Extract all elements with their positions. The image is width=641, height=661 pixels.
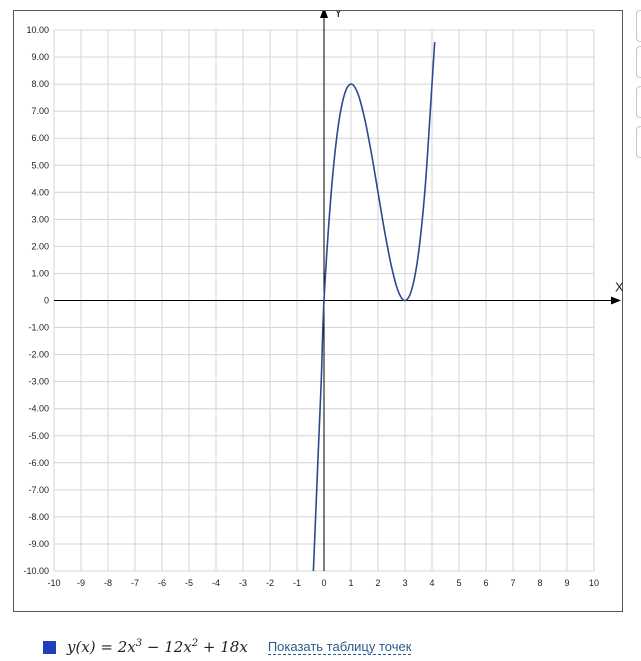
x-tick-label: 8 xyxy=(537,578,542,588)
y-tick-label: 5.00 xyxy=(31,160,49,170)
y-tick-label: 4.00 xyxy=(31,187,49,197)
x-tick-label: -2 xyxy=(266,578,274,588)
y-tick-label: -4.00 xyxy=(28,404,49,414)
x-tick-label: -7 xyxy=(131,578,139,588)
side-panel-tab-2[interactable] xyxy=(636,46,641,78)
y-axis-arrow xyxy=(320,11,328,18)
y-tick-label: -6.00 xyxy=(28,458,49,468)
side-panel-tab-1[interactable] xyxy=(636,10,641,42)
x-tick-label: -9 xyxy=(77,578,85,588)
x-tick-label: 1 xyxy=(348,578,353,588)
y-tick-label: -5.00 xyxy=(28,431,49,441)
y-tick-label: 3.00 xyxy=(31,214,49,224)
y-axis-label: Y xyxy=(334,11,343,20)
formula-middle: − 12x xyxy=(142,638,192,656)
x-tick-label: 6 xyxy=(483,578,488,588)
x-axis-label: X xyxy=(615,280,622,295)
x-tick-label: -4 xyxy=(212,578,220,588)
y-tick-label: -7.00 xyxy=(28,485,49,495)
x-tick-label: 10 xyxy=(589,578,599,588)
x-tick-label: 4 xyxy=(429,578,434,588)
formula-lhs: y(x) = 2x xyxy=(67,638,136,656)
x-tick-label: -10 xyxy=(47,578,60,588)
y-tick-label: 0 xyxy=(44,296,49,306)
formula-rhs: + 18x xyxy=(198,638,248,656)
x-tick-label: 9 xyxy=(564,578,569,588)
y-tick-label: -2.00 xyxy=(28,350,49,360)
x-tick-label: -5 xyxy=(185,578,193,588)
y-tick-label: 1.00 xyxy=(31,268,49,278)
x-tick-label: 2 xyxy=(375,578,380,588)
x-tick-label: 7 xyxy=(510,578,515,588)
y-tick-label: 8.00 xyxy=(31,79,49,89)
x-tick-label: 3 xyxy=(402,578,407,588)
legend: y(x) = 2x3 − 12x2 + 18x Показать таблицу… xyxy=(43,636,412,658)
x-tick-label: 0 xyxy=(321,578,326,588)
function-formula: y(x) = 2x3 − 12x2 + 18x xyxy=(67,638,248,656)
y-tick-label: 9.00 xyxy=(31,52,49,62)
y-tick-label: 7.00 xyxy=(31,106,49,116)
show-points-table-link[interactable]: Показать таблицу точек xyxy=(267,639,412,655)
y-tick-label: -9.00 xyxy=(28,539,49,549)
y-tick-label: -8.00 xyxy=(28,512,49,522)
formula-exponent-1: 3 xyxy=(135,638,143,649)
y-tick-label: -1.00 xyxy=(28,323,49,333)
x-tick-label: -1 xyxy=(293,578,301,588)
y-tick-label: 2.00 xyxy=(31,241,49,251)
formula-exponent-2: 2 xyxy=(191,638,199,649)
y-tick-label: -3.00 xyxy=(28,377,49,387)
y-tick-label: 6.00 xyxy=(31,133,49,143)
side-panel-tab-3[interactable] xyxy=(636,86,641,118)
x-tick-label: -3 xyxy=(239,578,247,588)
y-tick-label: 10.00 xyxy=(26,25,49,35)
x-axis-arrow xyxy=(611,296,621,305)
legend-swatch xyxy=(43,640,56,654)
x-tick-label: -8 xyxy=(104,578,112,588)
x-tick-label: -6 xyxy=(158,578,166,588)
x-tick-label: 5 xyxy=(456,578,461,588)
series-line xyxy=(312,41,436,571)
plot-area: X Y -10 -9 -8 -7 -6 -5 -4 -3 -2 -1 0 1 2 3 4 5 6 7 8 9 10 10.00… xyxy=(13,10,623,612)
function-graph: XY-10 -9 -8 -7 -6 -5 -4 -3 -2 -1 0 1 2 3 4 5 6 7 8 9 1010.00… xyxy=(23,11,622,588)
side-panel-tab-4[interactable] xyxy=(636,126,641,158)
y-tick-label: -10.00 xyxy=(23,566,49,576)
